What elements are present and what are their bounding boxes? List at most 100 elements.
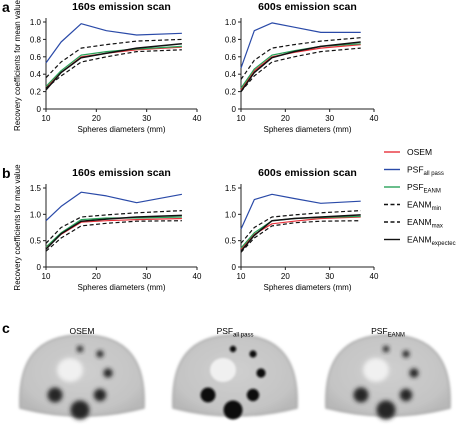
series-line-eanm-max (45, 210, 182, 244)
legend-label-main: OSEM (407, 147, 432, 157)
x-axis-label: Spheres diameters (mm) (77, 283, 165, 292)
x-tick-label: 10 (42, 272, 51, 281)
y-tick-label: 0.2 (225, 88, 237, 97)
hot-sphere (200, 387, 216, 403)
y-tick-label: 1.0 (225, 210, 237, 219)
series-line-eanm-min (45, 220, 182, 252)
y-tick-label: 0.5 (30, 237, 42, 246)
chart-a-160s: 160s emission scan 0 0.2 0.4 0.6 0.8 1.0 10 20 30… (13, 0, 202, 134)
y-tick-label: 0.6 (30, 53, 42, 62)
legend-label-eanm-min: EANMmin (407, 200, 441, 213)
series-line-eanm-max (45, 38, 182, 79)
chart-title: 600s emission scan (258, 167, 357, 179)
chart-b-600s: 600s emission scan 0 0.5 1.0 1.5 10 20 30 40 Sphe… (225, 167, 379, 292)
x-tick-label: 40 (370, 272, 379, 281)
series-line-osem (240, 44, 361, 91)
y-tick-label: 0 (37, 105, 42, 114)
chart-title: 160s emission scan (72, 1, 171, 13)
pet-image-label: OSEM (69, 326, 94, 336)
y-tick-label: 0.6 (225, 53, 237, 62)
hot-sphere (249, 350, 257, 358)
y-tick-label: 0 (232, 263, 237, 272)
hot-sphere (103, 368, 113, 378)
pet-image-label-main: OSEM (69, 326, 94, 336)
x-tick-label: 20 (281, 272, 290, 281)
hot-sphere (96, 350, 104, 358)
hot-sphere (399, 388, 413, 402)
legend-label-eanm-max: EANMmax (407, 217, 443, 230)
x-tick-label: 40 (370, 114, 379, 123)
x-tick-label: 30 (325, 114, 334, 123)
legend-label-subscript: EANM (424, 189, 441, 195)
legend-label-psf-all-pass: PSFall pass (407, 165, 444, 178)
x-tick-label: 20 (92, 114, 101, 123)
y-tick-label: 0.2 (30, 88, 42, 97)
series-line-eanm-max (240, 37, 361, 80)
x-tick-label: 30 (325, 272, 334, 281)
y-tick-label: 0.4 (30, 70, 42, 79)
x-axis-label: Spheres diameters (mm) (263, 283, 351, 292)
series-line-psf-all-pass (45, 191, 183, 222)
y-tick-label: 1.5 (30, 184, 42, 193)
panel-label-a: a (2, 0, 10, 15)
series-line-psf-all-pass (240, 22, 361, 69)
pet-image-label: PSFall pass (217, 326, 254, 339)
pet-image-2: PSFall pass (172, 326, 298, 420)
series-line-eanm-expected (45, 214, 182, 250)
series-line-eanm-min (45, 49, 182, 89)
series-line-eanm-min (240, 220, 361, 253)
x-tick-label: 30 (142, 272, 151, 281)
series-line-eanm-expected (240, 41, 361, 93)
pet-image-3: PSFEANM (325, 326, 451, 420)
y-tick-label: 1.0 (225, 18, 237, 27)
legend-label-subscript: expectec (432, 241, 456, 247)
chart-title: 600s emission scan (258, 1, 357, 13)
pet-image-label: PSFEANM (371, 326, 405, 339)
series-line-eanm-max (240, 210, 361, 244)
legend-label-main: EANM (407, 217, 432, 227)
hot-sphere (256, 368, 266, 378)
chart-b-160s: 160s emission scan 0 0.5 1.0 1.5 10 20 30 40 Sphe… (13, 164, 202, 292)
hot-sphere (409, 368, 419, 378)
legend-label-psf-eanm: PSFEANM (407, 182, 441, 195)
y-tick-label: 1.0 (30, 210, 42, 219)
y-axis-label: Recovery coefficients for mean value (13, 0, 22, 131)
hot-sphere (376, 400, 396, 420)
x-tick-label: 10 (237, 272, 246, 281)
panel-label-c: c (2, 320, 10, 336)
lung-insert (210, 358, 236, 382)
y-tick-label: 0.8 (225, 35, 237, 44)
lung-insert (57, 358, 83, 382)
series-line-osem (45, 217, 182, 248)
legend-label-main: PSF (407, 182, 424, 192)
hot-sphere (93, 388, 107, 402)
legend-label-subscript: min (432, 206, 442, 212)
series-line-eanm-expected (240, 214, 361, 252)
series-line-psf-all-pass (45, 23, 182, 64)
pet-image-label-subscript: EANM (388, 333, 405, 339)
series-line-eanm-expected (45, 43, 182, 91)
pet-image-label-main: PSF (217, 326, 234, 336)
x-axis-label: Spheres diameters (mm) (263, 125, 351, 134)
x-axis-label: Spheres diameters (mm) (77, 125, 165, 134)
chart-title: 160s emission scan (72, 167, 171, 179)
series-line-eanm-min (240, 47, 361, 92)
legend-label-subscript: max (432, 224, 443, 230)
legend-label-main: EANM (407, 235, 432, 245)
x-tick-label: 40 (193, 272, 202, 281)
x-tick-label: 20 (281, 114, 290, 123)
legend-label-osem: OSEM (407, 147, 432, 157)
x-tick-label: 20 (92, 272, 101, 281)
lung-insert (363, 358, 389, 382)
y-axis-label: Recovery coefficients for max value (13, 164, 22, 291)
series-line-psf-eanm (45, 216, 182, 248)
y-tick-label: 1.5 (225, 184, 237, 193)
pet-image-1: OSEM (19, 326, 145, 420)
hot-sphere (229, 345, 237, 353)
hot-sphere (223, 400, 243, 420)
y-tick-label: 0 (232, 105, 237, 114)
x-tick-label: 30 (142, 114, 151, 123)
hot-sphere (402, 350, 410, 358)
